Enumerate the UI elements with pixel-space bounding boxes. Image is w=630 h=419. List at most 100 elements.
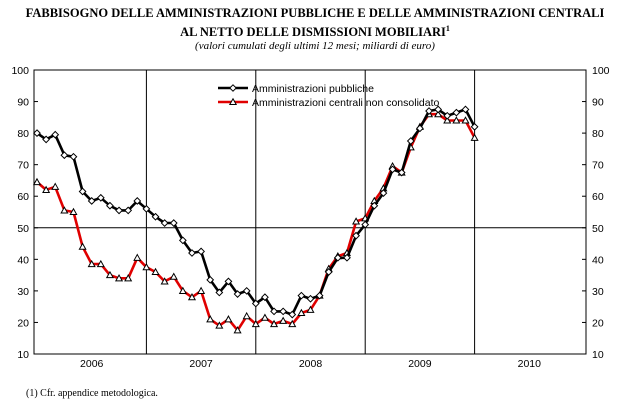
data-point (242, 286, 251, 295)
data-point (288, 310, 297, 319)
data-point (133, 253, 142, 261)
data-point (78, 187, 87, 196)
data-point (51, 130, 60, 139)
data-point (434, 105, 443, 114)
data-point (279, 307, 288, 316)
data-point (105, 270, 114, 279)
data-point (269, 319, 279, 328)
data-point (343, 253, 351, 262)
data-point (415, 124, 424, 133)
data-point (306, 305, 315, 313)
data-point (452, 108, 461, 117)
data-point (142, 204, 151, 213)
data-point (151, 267, 160, 276)
data-point (32, 177, 42, 186)
y-tick-label-right: 30 (592, 286, 604, 298)
data-point (51, 182, 60, 190)
data-point (60, 206, 69, 214)
data-point (142, 262, 151, 271)
data-point (288, 319, 297, 328)
data-point (233, 326, 242, 334)
data-point (251, 299, 260, 308)
data-point (388, 165, 397, 174)
data-point (178, 286, 187, 294)
data-point (297, 308, 306, 317)
data-point (69, 207, 78, 216)
x-tick-label: 2008 (299, 358, 323, 370)
chart-subtitle: (valori cumulati degli ultimi 12 mesi; m… (195, 40, 435, 53)
data-point (233, 290, 242, 298)
data-point (315, 291, 324, 300)
plot-frame (33, 69, 587, 355)
data-point (370, 201, 379, 210)
data-point (397, 168, 406, 177)
y-tick-label-left: 30 (17, 286, 29, 298)
data-point (452, 116, 461, 124)
y-tick-label-right: 70 (592, 160, 604, 172)
data-point (306, 294, 315, 303)
y-tick-label-right: 50 (592, 223, 604, 235)
legend-label: Amministrazioni pubbliche (252, 83, 374, 95)
data-point (160, 277, 169, 285)
data-point (197, 247, 206, 256)
data-point (206, 275, 215, 284)
data-point (297, 291, 306, 300)
data-point (215, 288, 224, 297)
y-tick-label-left: 90 (17, 97, 29, 109)
footnote-ref: 1 (445, 24, 450, 33)
legend-swatch-marker (229, 84, 237, 92)
data-point (224, 277, 233, 286)
y-tick-label-right: 60 (592, 191, 604, 203)
data-point (206, 315, 215, 323)
data-point (42, 135, 51, 144)
chart-title-line1: FABBISOGNO DELLE AMMINISTRAZIONI PUBBLIC… (25, 6, 605, 20)
data-point (69, 152, 78, 161)
tick-labels: 10 10 20 20 30 30 40 40 50 50 60 60 70 70 80 80 90 90 100 1… (11, 65, 609, 370)
y-tick-label-left: 10 (17, 349, 29, 361)
data-point (470, 122, 479, 131)
x-tick-label: 2006 (80, 358, 104, 370)
data-point (425, 107, 433, 115)
y-tick-label-left: 100 (11, 65, 29, 77)
data-point (361, 220, 370, 229)
data-point (115, 274, 124, 282)
data-point (260, 313, 269, 321)
data-point (197, 286, 206, 294)
data-point (443, 116, 452, 124)
x-tick-label: 2010 (518, 358, 542, 370)
data-point (406, 137, 415, 145)
data-point (188, 249, 196, 257)
data-point (470, 133, 479, 141)
data-point (224, 315, 233, 323)
data-point (443, 111, 452, 120)
y-tick-label-left: 60 (17, 191, 29, 203)
chart-title-line2-text: AL NETTO DELLE DISMISSIONI MOBILIARI (180, 25, 446, 40)
data-point (242, 311, 251, 320)
data-point (379, 189, 388, 197)
data-point (33, 129, 41, 138)
data-point (87, 197, 96, 205)
data-point (124, 274, 133, 282)
x-tick-label: 2007 (189, 358, 213, 370)
y-tick-label-left: 50 (17, 223, 29, 235)
legend: Amministrazioni pubbliche Amministrazioni… (218, 83, 439, 109)
y-tick-label-left: 80 (17, 128, 29, 140)
data-point (434, 109, 443, 118)
data-point (270, 307, 278, 316)
data-point (106, 201, 114, 210)
y-tick-label-left: 40 (17, 254, 29, 266)
data-point (160, 219, 169, 227)
legend-label: Amministrazioni centrali non consolidato (252, 97, 439, 109)
data-point (78, 242, 87, 250)
chart-title-block: FABBISOGNO DELLE AMMINISTRAZIONI PUBBLIC… (0, 6, 630, 53)
data-point (169, 219, 178, 227)
series-layer (32, 105, 479, 334)
y-tick-label-left: 70 (17, 160, 29, 172)
y-tick-label-right: 100 (592, 65, 610, 77)
data-point (251, 319, 260, 328)
data-point (87, 259, 96, 268)
x-tick-label: 2009 (408, 358, 432, 370)
data-point (352, 217, 361, 225)
data-point (42, 185, 51, 193)
series-group (33, 105, 479, 319)
